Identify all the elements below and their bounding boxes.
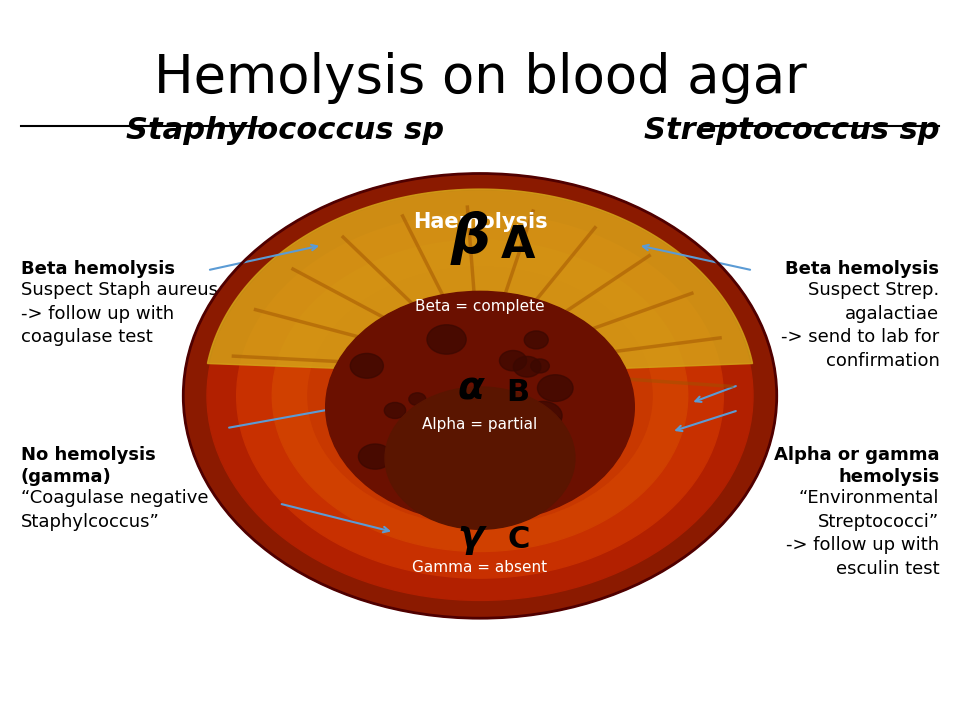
- Circle shape: [499, 351, 527, 371]
- Text: Hemolysis on blood agar: Hemolysis on blood agar: [154, 52, 806, 104]
- Text: α: α: [457, 369, 484, 408]
- Text: Streptococcus sp: Streptococcus sp: [644, 116, 940, 145]
- Circle shape: [524, 401, 563, 430]
- Polygon shape: [207, 189, 753, 374]
- Text: Staphylococcus sp: Staphylococcus sp: [126, 116, 444, 145]
- Text: Alpha = partial: Alpha = partial: [422, 417, 538, 432]
- Text: B: B: [507, 378, 530, 407]
- Circle shape: [325, 292, 635, 523]
- Text: γ: γ: [457, 517, 484, 554]
- Circle shape: [358, 444, 392, 469]
- Circle shape: [183, 174, 777, 618]
- Circle shape: [530, 441, 558, 462]
- Circle shape: [539, 415, 562, 432]
- Circle shape: [500, 402, 538, 430]
- Circle shape: [524, 331, 548, 349]
- Circle shape: [487, 451, 505, 466]
- Circle shape: [512, 451, 532, 467]
- Circle shape: [505, 450, 546, 481]
- Circle shape: [448, 410, 489, 441]
- Circle shape: [409, 393, 426, 405]
- Circle shape: [350, 354, 383, 378]
- Circle shape: [207, 192, 753, 600]
- Text: Haemolysis: Haemolysis: [413, 212, 547, 233]
- Circle shape: [384, 402, 406, 418]
- Text: No hemolysis
(gamma): No hemolysis (gamma): [20, 446, 156, 486]
- Text: Beta hemolysis: Beta hemolysis: [20, 260, 175, 278]
- Text: “Environmental
Streptococci”
-> follow up with
esculin test: “Environmental Streptococci” -> follow u…: [786, 489, 940, 578]
- Circle shape: [273, 240, 687, 552]
- Circle shape: [385, 387, 575, 529]
- Circle shape: [538, 374, 573, 402]
- Text: Suspect Staph aureus
-> follow up with
coagulase test: Suspect Staph aureus -> follow up with c…: [20, 281, 218, 346]
- Circle shape: [308, 267, 652, 525]
- Circle shape: [531, 359, 549, 373]
- Text: Alpha or gamma
hemolysis: Alpha or gamma hemolysis: [774, 446, 940, 486]
- Text: Beta hemolysis: Beta hemolysis: [785, 260, 940, 278]
- Text: C: C: [507, 525, 530, 554]
- Text: Gamma = absent: Gamma = absent: [413, 560, 547, 575]
- Text: β: β: [450, 211, 491, 265]
- Circle shape: [427, 325, 467, 354]
- Circle shape: [237, 214, 723, 578]
- Text: “Coagulase negative
Staphylcoccus”: “Coagulase negative Staphylcoccus”: [20, 489, 208, 531]
- Circle shape: [440, 404, 461, 419]
- Circle shape: [514, 356, 540, 377]
- Text: Beta = complete: Beta = complete: [415, 299, 545, 314]
- Text: Suspect Strep.
agalactiae
-> send to lab for
confirmation: Suspect Strep. agalactiae -> send to lab…: [781, 281, 940, 370]
- Text: A: A: [501, 224, 536, 266]
- Circle shape: [507, 420, 545, 448]
- Circle shape: [347, 296, 613, 496]
